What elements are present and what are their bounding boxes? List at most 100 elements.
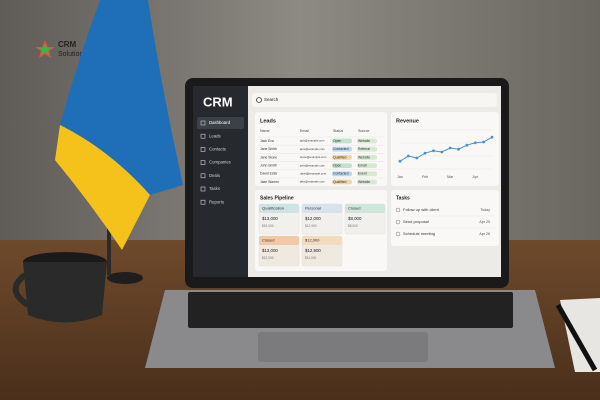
revenue-point [432, 149, 435, 153]
month-label: Mar [447, 175, 454, 179]
stage-header [345, 204, 385, 213]
tasks-title: Tasks [396, 195, 410, 201]
notebook [555, 298, 600, 372]
source-pill [357, 155, 377, 160]
revenue-point [398, 159, 402, 163]
status-pill [332, 138, 352, 144]
nav-item[interactable]: Reports [209, 199, 224, 204]
source-pill [357, 138, 377, 144]
lead-cell: stone@example.com [300, 155, 327, 159]
mug [12, 252, 107, 323]
status-pill [332, 179, 352, 185]
lead-cell: Jane Smith [260, 147, 277, 151]
deal-amount: $13,000 [262, 216, 278, 221]
lead-cell: Contacted [333, 172, 349, 176]
stage-name: Personal [305, 206, 321, 211]
task-text: Schedule meeting [403, 231, 435, 236]
deal-amount: $12,000 [262, 256, 274, 260]
task-checkbox[interactable] [395, 231, 401, 237]
lead-cell: Jane Stone [260, 155, 277, 159]
nav-item[interactable]: Tasks [209, 186, 220, 191]
logo: CRM Solutions [35, 40, 87, 58]
deal-amount: $13,000 [262, 248, 278, 253]
lead-cell: Referral [358, 147, 370, 151]
deal-amount: $8,000 [348, 216, 362, 221]
source-pill [357, 171, 377, 177]
status-pill [332, 163, 352, 168]
stage-name: $12,000 [305, 238, 320, 243]
source-pill [357, 146, 377, 152]
revenue-point [440, 150, 444, 154]
lead-cell: Website [358, 180, 370, 184]
stage-header [302, 236, 342, 245]
nav-icon [200, 186, 206, 192]
lead-cell: Website [358, 139, 370, 143]
revenue-point [482, 140, 486, 144]
task-due: Apr 26 [479, 232, 490, 236]
deal-amount: $12,900 [305, 224, 317, 228]
revenue-point [406, 154, 410, 158]
lead-cell: jake@example.com [299, 180, 325, 184]
deal-amount: $15,000 [262, 224, 274, 228]
search[interactable]: Search [264, 97, 279, 102]
lead-cell: Website [358, 155, 370, 159]
revenue-point [490, 135, 494, 139]
nav-icon [200, 133, 206, 139]
month-label: Feb [422, 175, 428, 179]
leads-header: Email [300, 129, 309, 133]
status-pill [332, 146, 352, 152]
deal-amount: $8,000 [348, 224, 358, 228]
deal-amount: $12,000 [305, 216, 321, 221]
nav-icon [200, 173, 206, 179]
leads-header: Name [260, 129, 270, 133]
leads-header: Source [358, 129, 369, 133]
revenue-point [465, 143, 469, 147]
month-label: Jan [397, 175, 403, 179]
nav-icon [200, 120, 206, 126]
stage-header [302, 204, 342, 213]
lead-cell: Email [358, 163, 367, 167]
lead-cell: jack@example.com [299, 139, 325, 143]
flag [55, 0, 183, 284]
deal-amount: $12,900 [305, 248, 321, 253]
nav-item[interactable]: Leads [209, 133, 221, 138]
task-due: Today [480, 208, 490, 212]
nav-icon [200, 199, 206, 205]
lead-cell: David Ester [260, 172, 278, 176]
lead-cell: Jack Eva [260, 139, 274, 143]
task-checkbox[interactable] [395, 207, 401, 213]
revenue-title: Revenue [396, 118, 419, 124]
sidebar-title: CRM [203, 94, 233, 109]
task-text: Follow up with client [403, 207, 440, 212]
pipeline-title: Sales Pipeline [260, 195, 294, 201]
nav-icon [200, 147, 206, 152]
lead-cell: Qualified [333, 180, 346, 184]
lead-cell: Contacted [333, 147, 349, 151]
logo-name: CRM [58, 40, 77, 49]
deal-amount: $11,000 [305, 256, 317, 260]
revenue-line [399, 136, 493, 162]
revenue-point [415, 156, 419, 160]
nav-item[interactable]: Companies [209, 160, 231, 165]
revenue-point [423, 151, 427, 155]
stage-header [259, 236, 299, 245]
lead-cell: Open [333, 139, 341, 143]
nav-item[interactable]: Contacts [209, 147, 226, 152]
stage-name: Qualification [262, 206, 284, 211]
source-pill [357, 179, 377, 185]
leads-title: Leads [260, 118, 276, 124]
logo-subtitle: Solutions [58, 51, 87, 58]
nav-item[interactable]: Dashboard [209, 120, 231, 125]
revenue-point [473, 141, 477, 145]
stage-header [259, 204, 299, 213]
stage-name: Closed [348, 206, 360, 211]
lead-cell: Qualified [333, 155, 346, 159]
nav-item[interactable]: Deals [209, 173, 220, 178]
month-label: Apr [472, 175, 478, 179]
task-checkbox[interactable] [395, 219, 401, 225]
lead-cell: Jake Warren [260, 180, 279, 184]
revenue-point [457, 147, 460, 151]
lead-cell: Open [333, 163, 341, 167]
